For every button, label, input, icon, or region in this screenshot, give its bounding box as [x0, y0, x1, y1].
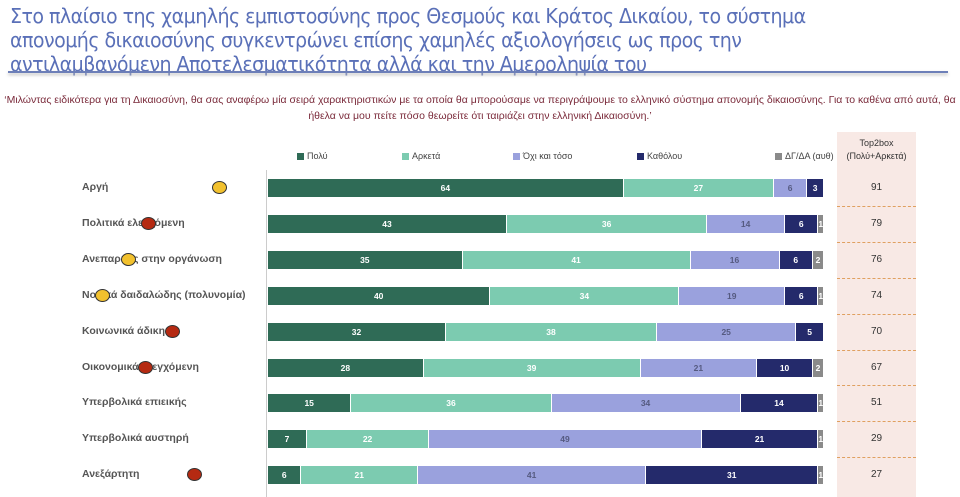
bar-segment: 10	[757, 358, 813, 377]
legend-swatch	[513, 152, 520, 160]
top2box-separator	[837, 277, 916, 279]
yellow-marker-dot	[95, 288, 110, 302]
top2box-header: Top2box (Πολύ+Αρκετά)	[837, 137, 916, 163]
category-label: Ανεπαρκής στην οργάνωση	[82, 252, 222, 265]
legend-swatch	[637, 152, 644, 160]
legend-item: ΔΓ/ΔΑ (αυθ)	[775, 151, 834, 161]
red-marker-dot	[187, 468, 202, 482]
legend-label: Αρκετά	[412, 151, 441, 161]
red-marker-dot	[141, 216, 156, 230]
title-underline	[8, 71, 948, 73]
bar-segment: 64	[268, 179, 624, 197]
top2box-separator	[837, 205, 916, 207]
bar-segment: 7	[268, 430, 307, 449]
bar-segment: 38	[445, 322, 658, 341]
category-axis	[266, 170, 267, 497]
legend-label: Πολύ	[307, 151, 328, 161]
bar-segment: 39	[423, 358, 641, 377]
bar-segment: 34	[551, 394, 741, 413]
category-label: Ανεξάρτητη	[82, 468, 140, 481]
legend-label: Καθόλου	[647, 151, 683, 161]
top2box-separator	[837, 385, 916, 387]
bar-segment: 32	[268, 322, 446, 341]
bar-segment: 35	[268, 250, 463, 269]
bar-segment: 41	[418, 466, 647, 485]
bar-segment: 1	[818, 286, 824, 305]
top2box-value: 67	[870, 361, 883, 373]
bar-segment: 1	[818, 430, 824, 449]
top2box-header-line1: Top2box	[859, 138, 894, 148]
red-marker-dot	[165, 324, 180, 338]
bar-segment: 1	[818, 466, 824, 485]
top2box-value: 70	[870, 325, 883, 337]
category-label: Νομικά δαιδαλώδης (πολυνομία)	[82, 288, 246, 301]
top2box-value: 29	[870, 433, 883, 445]
survey-question: ‘Μιλώντας ειδικότερα για τη Δικαιοσύνη, …	[4, 94, 956, 122]
bar-segment: 22	[306, 430, 430, 449]
bar-segment: 31	[646, 466, 819, 485]
bar-segment: 16	[690, 250, 780, 269]
bar-segment: 34	[490, 286, 680, 305]
yellow-marker-dot	[212, 181, 227, 194]
bar-segment: 36	[351, 394, 552, 413]
bar-segment: 2	[812, 358, 824, 377]
bar-segment: 28	[268, 358, 424, 377]
legend-swatch	[297, 152, 304, 160]
bar-segment: 25	[657, 322, 797, 341]
bar-segment: 14	[740, 394, 819, 413]
top2box-value: 76	[870, 253, 883, 265]
yellow-marker-dot	[121, 252, 136, 266]
bar-segment: 6	[785, 286, 819, 305]
legend-label: Όχι και τόσο	[523, 151, 573, 161]
bar-segment: 41	[462, 250, 691, 269]
top2box-value: 91	[870, 182, 883, 193]
bar-segment: 21	[701, 430, 819, 449]
category-label: Αργή	[82, 181, 109, 193]
bar-segment: 1	[818, 214, 824, 233]
top2box-separator	[837, 457, 916, 459]
top2box-separator	[837, 421, 916, 423]
bar-segment: 27	[623, 179, 774, 197]
legend-item: Καθόλου	[637, 151, 682, 161]
bar-segment: 40	[268, 286, 491, 305]
bar-segment: 1	[818, 394, 824, 413]
top2box-value: 79	[870, 217, 883, 229]
top2box-value: 51	[870, 397, 883, 409]
top2box-header-line2: (Πολύ+Αρκετά)	[846, 151, 907, 161]
bar-segment: 6	[779, 250, 813, 269]
bar-segment: 43	[268, 214, 508, 233]
bar-segment: 3	[807, 179, 824, 197]
bar-segment: 14	[707, 214, 786, 233]
category-label: Πολιτικά ελεγχόμενη	[82, 216, 185, 229]
top2box-value: 27	[870, 469, 883, 481]
bar-segment: 6	[773, 179, 808, 197]
bar-segment: 2	[812, 250, 824, 269]
legend-swatch	[402, 152, 409, 160]
category-label: Υπερβολικά αυστηρή	[82, 432, 189, 445]
bar-segment: 6	[785, 214, 819, 233]
legend-item: Αρκετά	[402, 151, 440, 161]
legend-label: ΔΓ/ΔΑ (αυθ)	[785, 151, 834, 161]
top2box-separator	[837, 313, 916, 315]
top2box-separator	[837, 349, 916, 351]
bar-segment: 5	[796, 322, 824, 341]
top2box-separator	[837, 241, 916, 243]
legend-item: Όχι και τόσο	[513, 151, 572, 161]
red-marker-dot	[138, 360, 153, 374]
bar-segment: 36	[507, 214, 708, 233]
legend-item: Πολύ	[297, 151, 328, 161]
bar-segment: 19	[679, 286, 786, 305]
bar-segment: 21	[301, 466, 419, 485]
bar-segment: 15	[268, 394, 352, 413]
bar-segment: 49	[429, 430, 702, 449]
top2box-value: 74	[870, 289, 883, 301]
category-label: Υπερβολικά επιεικής	[82, 396, 187, 409]
legend-swatch	[775, 152, 782, 160]
bar-segment: 6	[268, 466, 302, 485]
slide-title: Στο πλαίσιο της χαμηλής εμπιστοσύνης προ…	[10, 4, 806, 76]
bar-segment: 21	[640, 358, 758, 377]
category-label: Κοινωνικά άδικη	[82, 324, 166, 337]
